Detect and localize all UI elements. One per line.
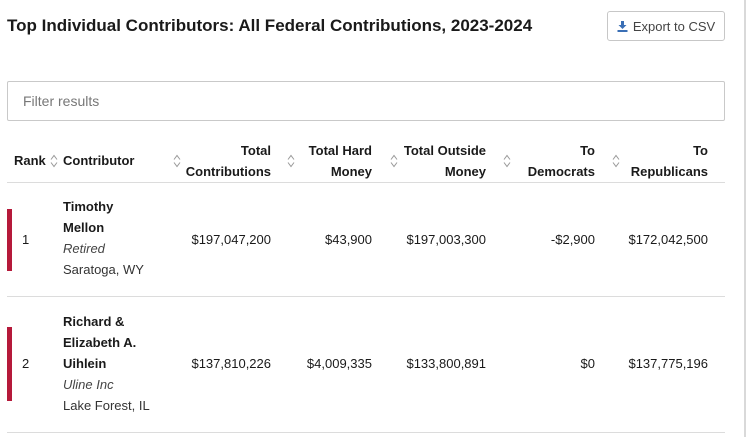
contributor-name[interactable]: Elizabeth A. <box>63 335 137 350</box>
party-indicator-bar <box>7 209 12 271</box>
column-header-to-democrats[interactable]: To Democrats <box>512 140 595 182</box>
contributor-occupation: Retired <box>63 241 105 256</box>
export-csv-button[interactable]: Export to CSV <box>607 11 725 41</box>
contributor-name[interactable]: Uihlein <box>63 356 107 371</box>
table-row: 1 Timothy Mellon Retired Saratoga, WY $1… <box>7 183 725 297</box>
column-header-total-hard-money[interactable]: Total Hard Money <box>297 140 372 182</box>
column-header-rank[interactable]: Rank <box>14 153 46 168</box>
contributor-name[interactable]: Timothy <box>63 199 114 214</box>
header-line: Contributions <box>185 164 271 179</box>
filter-results-input[interactable] <box>7 81 725 121</box>
total-hard-money-cell: $4,009,335 <box>306 356 372 371</box>
download-icon <box>617 20 628 32</box>
total-contributions-cell: $197,047,200 <box>191 232 271 247</box>
header-line: Money <box>330 164 372 179</box>
contributor-cell: Timothy Mellon Retired Saratoga, WY <box>63 196 144 280</box>
contributor-cell: Richard & Elizabeth A. Uihlein Uline Inc… <box>63 311 150 416</box>
header-line: Total Outside <box>403 143 486 158</box>
header-line: To <box>693 143 708 158</box>
to-republicans-cell: $137,775,196 <box>628 356 708 371</box>
total-hard-money-cell: $43,900 <box>325 232 372 247</box>
column-header-total-outside-money[interactable]: Total Outside Money <box>397 140 486 182</box>
contributor-location: Saratoga, WY <box>63 262 144 277</box>
column-header-total-contributions[interactable]: Total Contributions <box>183 140 271 182</box>
party-indicator-bar <box>7 327 12 401</box>
sort-arrows-icon[interactable] <box>390 154 398 168</box>
sort-arrows-icon[interactable] <box>503 154 511 168</box>
export-csv-label: Export to CSV <box>632 18 716 34</box>
header-line: To <box>580 143 595 158</box>
sort-arrows-icon[interactable] <box>612 154 620 168</box>
total-outside-money-cell: $133,800,891 <box>406 356 486 371</box>
sort-arrows-icon[interactable] <box>287 154 295 168</box>
header-line: Republicans <box>630 164 708 179</box>
total-contributions-cell: $137,810,226 <box>191 356 271 371</box>
page-header: Top Individual Contributors: All Federal… <box>7 11 725 42</box>
total-outside-money-cell: $197,003,300 <box>406 232 486 247</box>
rank-cell: 1 <box>22 232 30 247</box>
to-republicans-cell: $172,042,500 <box>628 232 708 247</box>
page-title: Top Individual Contributors: All Federal… <box>7 16 533 35</box>
contributor-name[interactable]: Richard & <box>63 314 125 329</box>
table-header: Rank Contributor Total Contributions Tot… <box>7 134 725 183</box>
contributors-table: Rank Contributor Total Contributions Tot… <box>7 134 725 433</box>
contributor-occupation: Uline Inc <box>63 377 114 392</box>
sort-arrows-icon[interactable] <box>50 154 58 168</box>
table-row: 2 Richard & Elizabeth A. Uihlein Uline I… <box>7 297 725 433</box>
header-line: Total Hard <box>308 143 372 158</box>
contributor-location: Lake Forest, IL <box>63 398 150 413</box>
header-line: Total <box>240 143 271 158</box>
header-line: Money <box>444 164 486 179</box>
vertical-scrollbar[interactable] <box>744 0 746 437</box>
column-header-contributor[interactable]: Contributor <box>63 153 135 168</box>
to-democrats-cell: -$2,900 <box>550 232 595 247</box>
sort-arrows-icon[interactable] <box>173 154 181 168</box>
to-democrats-cell: $0 <box>580 356 595 371</box>
rank-cell: 2 <box>22 356 30 371</box>
header-line: Democrats <box>527 164 595 179</box>
contributor-name[interactable]: Mellon <box>63 220 105 235</box>
column-header-to-republicans[interactable]: To Republicans <box>622 140 708 182</box>
